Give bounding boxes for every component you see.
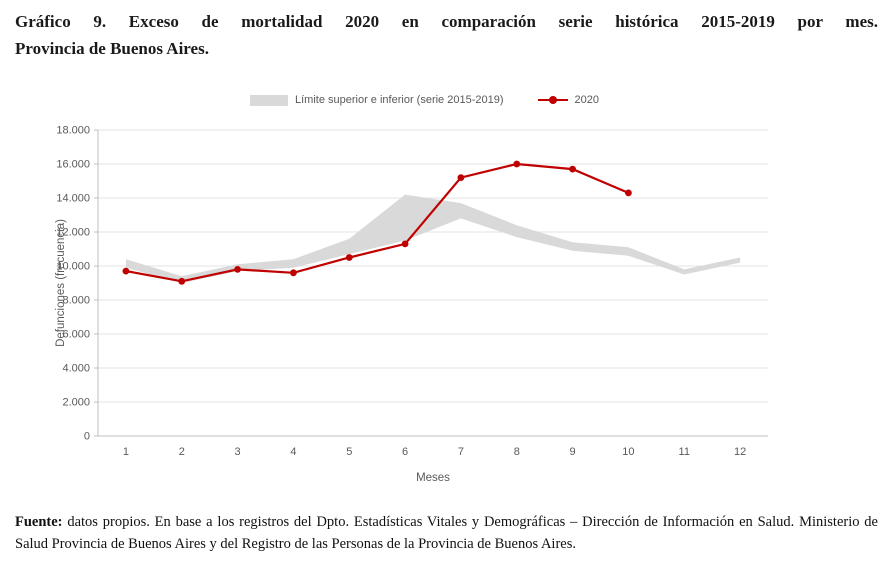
x-tick-label: 8 [514,446,520,458]
band-legend-swatch [250,94,288,106]
series-2020-point [625,189,632,197]
y-tick-label: 8.000 [62,295,90,307]
x-axis-title: Meses [416,472,450,484]
source-note: Fuente: datos propios. En base a los reg… [15,512,878,556]
x-tick-label: 7 [458,446,464,458]
x-tick-label: 9 [570,446,576,458]
y-tick-label: 12.000 [56,227,90,239]
series-2020-point [569,165,576,173]
line-legend-swatch [537,96,568,104]
band-legend-label: Límite superior e inferior (serie 2015-2… [295,94,504,106]
figure-title: Gráfico 9. Exceso de mortalidad 2020 en … [15,8,878,62]
y-tick-label: 2.000 [62,397,90,409]
y-tick-label: 0 [84,431,90,443]
historical-band-area [125,194,741,283]
source-label: Fuente: [15,514,63,530]
x-tick-label: 4 [290,446,296,458]
x-tick-label: 11 [679,446,690,458]
y-tick-label: 18.000 [56,125,90,137]
x-tick-label: 1 [123,446,129,458]
y-axis-title: Defunciones (frecuencia) [55,219,67,347]
series-2020-point [401,240,409,248]
y-tick-label: 10.000 [56,261,90,273]
series-2020-point [234,266,241,273]
source-text: datos propios. En base a los registros d… [15,514,878,552]
mortality-line-chart: 0 2.000 4.000 6.000 8.000 10.000 12.000 14.000 1… [55,125,768,484]
series-2020-point [122,267,130,275]
legend-item-2020: 2020 [537,94,599,106]
series-2020-point [513,160,521,168]
y-tick-label: 16.000 [56,159,90,171]
x-tick-label: 5 [346,446,352,458]
line-legend-dot [548,96,557,104]
x-tick-label: 10 [622,446,634,458]
chart-legend: Límite superior e inferior (serie 2015-2… [52,94,797,106]
figure-title-line1: Gráfico 9. Exceso de mortalidad 2020 en … [15,12,878,31]
series-2020-point [457,174,465,181]
figure-title-line2: Provincia de Buenos Aires. [15,39,209,59]
line-legend-label: 2020 [574,94,599,106]
series-2020-point [345,254,353,261]
x-tick-label: 3 [235,446,241,458]
x-tick-label: 2 [179,446,185,458]
x-tick-label: 12 [734,446,746,458]
series-2020-point [178,277,186,285]
y-tick-label: 4.000 [62,363,90,375]
legend-item-band: Límite superior e inferior (serie 2015-2… [250,94,504,106]
series-2020-point [290,269,297,277]
series-2020-line [125,162,629,283]
y-tick-label: 14.000 [56,193,90,205]
x-tick-label: 6 [402,446,408,458]
y-tick-label: 6.000 [62,329,90,341]
